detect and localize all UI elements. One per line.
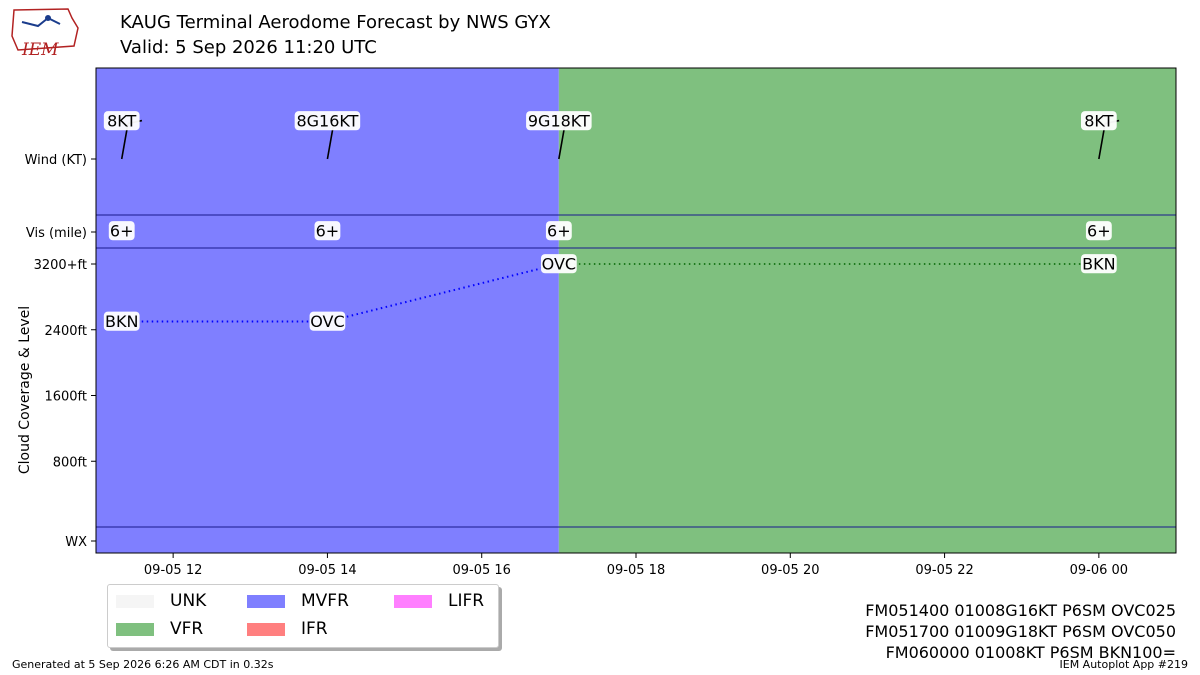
y-label-cloud: 3200+ft (34, 258, 87, 273)
taf-chart: 09-05 12 09-05 14 09-05 16 09-05 18 09-05 20… (17, 67, 1177, 578)
legend-swatch-lifr (394, 594, 432, 608)
x-tick-label: 09-06 00 (1070, 563, 1128, 578)
legend-item-ifr: IFR (247, 619, 328, 639)
y-label-wx: WX (65, 535, 87, 550)
wind-label: 8G16KT (296, 112, 358, 131)
legend-item-mvfr: MVFR (247, 591, 349, 611)
legend-label-unk: UNK (170, 591, 207, 611)
taf-line: FM051700 01009G18KT P6SM OVC050 (865, 622, 1176, 641)
cloud-label-bg (103, 311, 140, 331)
x-tick-label: 09-05 12 (144, 563, 202, 578)
cloud-label-bg (1080, 254, 1117, 274)
chart-valid-time: Valid: 5 Sep 2026 11:20 UTC (120, 37, 377, 58)
legend-swatch-unk (116, 594, 154, 608)
legend-item-lifr: LIFR (394, 591, 484, 611)
y-label-cloud: 1600ft (44, 390, 87, 405)
iem-logo: IEM (8, 6, 80, 60)
wind-label-bg (103, 111, 140, 131)
legend-label-mvfr: MVFR (301, 591, 349, 611)
cloud-label-bg (540, 254, 577, 274)
wind-label-bg (526, 111, 592, 131)
legend-item-vfr: VFR (116, 619, 203, 639)
y-label-cloud: 2400ft (44, 324, 87, 339)
legend-swatch-ifr (247, 622, 285, 636)
wind-label-bg (294, 111, 361, 131)
logo-text: IEM (22, 40, 59, 60)
y-axis-title: Cloud Coverage & Level (17, 306, 33, 474)
x-tick-label: 09-05 16 (452, 563, 510, 578)
x-tick-label: 09-05 18 (607, 563, 665, 578)
visibility-label: 6+ (110, 222, 134, 241)
legend-label-ifr: IFR (301, 619, 328, 639)
visibility-label-bg (314, 221, 341, 241)
y-label-wind: Wind (KT) (25, 153, 87, 168)
legend-label-lifr: LIFR (448, 591, 485, 611)
legend-swatch-vfr (116, 622, 154, 636)
taf-line: FM060000 01008KT P6SM BKN100= (885, 643, 1176, 662)
taf-text: FM051400 01008G16KT P6SM OVC025 FM051700 … (865, 600, 1176, 663)
visibility-label: 6+ (316, 222, 340, 241)
legend: UNK VFR MVFR IFR LIFR (107, 584, 499, 648)
iowa-outline-icon (11, 8, 79, 51)
visibility-label-bg (108, 221, 135, 241)
legend-label-vfr: VFR (170, 619, 204, 639)
x-tick-label: 09-05 20 (761, 563, 819, 578)
wind-label-bg (1080, 111, 1117, 131)
cloud-label: OVC (542, 255, 576, 274)
app-note: IEM Autoplot App #219 (1059, 658, 1189, 671)
legend-item-unk: UNK (116, 591, 206, 611)
cloud-label-bg (309, 311, 346, 331)
visibility-label-bg (545, 221, 572, 241)
x-tick-label: 09-05 14 (298, 563, 356, 578)
generated-note: Generated at 5 Sep 2026 6:26 AM CDT in 0… (12, 658, 274, 671)
y-label-cloud: 800ft (53, 455, 87, 470)
visibility-label-bg (1085, 221, 1112, 241)
cloud-label: OVC (310, 312, 344, 331)
visibility-label: 6+ (1087, 222, 1111, 241)
cloud-label: BKN (1082, 255, 1115, 274)
visibility-label: 6+ (547, 222, 571, 241)
category-band-vfr (558, 68, 1176, 553)
wind-label: 8KT (1084, 112, 1113, 131)
cloud-label: BKN (105, 312, 138, 331)
wind-label: 8KT (107, 112, 136, 131)
taf-line: FM051400 01008G16KT P6SM OVC025 (865, 601, 1176, 620)
y-label-vis: Vis (mile) (26, 226, 87, 241)
x-tick-label: 09-05 22 (915, 563, 973, 578)
chart-title: KAUG Terminal Aerodome Forecast by NWS G… (120, 12, 551, 33)
legend-swatch-mvfr (247, 594, 285, 608)
wind-label: 9G18KT (528, 112, 590, 131)
category-band-mvfr (96, 68, 559, 553)
